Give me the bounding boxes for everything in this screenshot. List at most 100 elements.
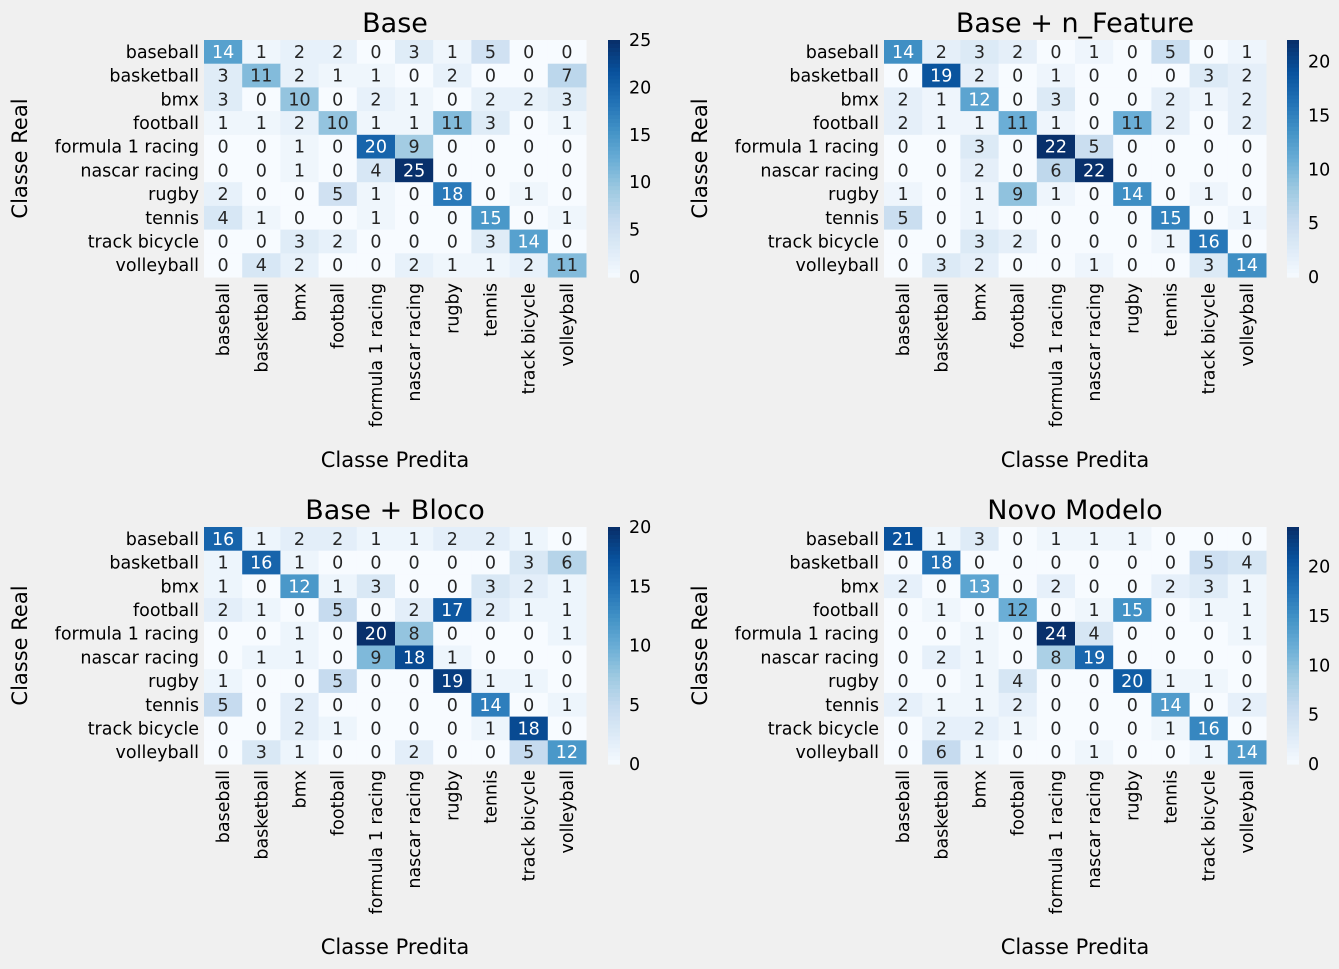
cell-value: 1 [370, 114, 381, 134]
heatmap-cell [280, 63, 320, 88]
heatmap-cell [433, 182, 472, 207]
y-tick-label: track bicycle [768, 232, 879, 252]
cell-value: 0 [409, 232, 420, 252]
cell-value: 0 [1012, 90, 1023, 110]
colorbar-segment [608, 554, 620, 560]
colorbar-segment [1287, 186, 1299, 191]
cell-value: 3 [485, 577, 496, 597]
cell-value: 0 [1127, 743, 1138, 763]
cell-value: 0 [523, 67, 534, 87]
heatmap-cell [318, 87, 358, 112]
heatmap-cell [318, 205, 358, 231]
heatmap-cell [1151, 621, 1191, 646]
colorbar-segment [1287, 67, 1299, 73]
heatmap-cell [1036, 182, 1076, 207]
heatmap-cell [960, 645, 1000, 670]
heatmap-cell [395, 40, 434, 65]
colorbar-segment [1287, 245, 1299, 250]
x-tick-label: bmx [971, 770, 991, 809]
heatmap-cell [922, 692, 961, 718]
cell-value: 0 [1050, 719, 1061, 739]
cell-value: 2 [294, 530, 305, 550]
heatmap-cell [922, 527, 961, 552]
colorbar-segment [608, 273, 620, 278]
heatmap-cell [1151, 40, 1191, 65]
y-tick-label: formula 1 racing [735, 625, 879, 645]
colorbar-segment [1287, 621, 1299, 627]
heatmap-cell [1113, 87, 1152, 112]
cell-value: 15 [1159, 209, 1181, 229]
colorbar-segment [608, 696, 620, 702]
heatmap-cell [922, 40, 961, 65]
x-tick-label: volleyball [558, 283, 578, 366]
cell-value: 0 [218, 743, 229, 763]
colorbar-segment [608, 602, 620, 607]
cell-value: 0 [409, 672, 420, 692]
heatmap-cell [204, 134, 243, 159]
colorbar-segment [1287, 534, 1299, 540]
cell-value: 0 [1127, 43, 1138, 63]
cell-value: 0 [1050, 672, 1061, 692]
colorbar-segment [1287, 59, 1299, 65]
colorbar-segment [1287, 590, 1299, 595]
heatmap-cell [471, 621, 511, 646]
heatmap-cell [922, 740, 961, 765]
panel-title: Base [362, 8, 428, 39]
colorbar-segment [608, 265, 620, 270]
cell-value: 1 [1089, 601, 1100, 621]
cell-value: 2 [936, 43, 947, 63]
cell-value: 2 [523, 256, 534, 276]
heatmap-cell [1227, 621, 1267, 646]
cell-value: 15 [1121, 601, 1143, 621]
cell-value: 1 [409, 530, 420, 550]
y-tick-label: baseball [126, 43, 199, 63]
heatmap-cell [1113, 134, 1152, 159]
heatmap-cell [547, 229, 587, 254]
cell-value: 1 [370, 209, 381, 229]
colorbar-segment [608, 158, 620, 164]
heatmap-cell [1113, 253, 1152, 278]
cell-value: 0 [1241, 185, 1252, 205]
colorbar-segment [1287, 554, 1299, 560]
colorbar-tick-label: 15 [629, 126, 651, 146]
heatmap-cell [204, 716, 243, 741]
heatmap-cell [1113, 740, 1152, 765]
colorbar-segment [608, 119, 620, 124]
heatmap-cell [356, 574, 396, 599]
heatmap-cell [395, 527, 434, 552]
colorbar-segment [1287, 685, 1299, 690]
heatmap-cell [922, 574, 961, 599]
colorbar-segment [608, 665, 620, 670]
heatmap-cell [922, 716, 961, 741]
colorbar-segment [608, 574, 620, 579]
cell-value: 12 [968, 90, 990, 110]
colorbar-segment [1287, 649, 1299, 654]
heatmap-cell [1036, 63, 1076, 88]
heatmap-cell [280, 111, 320, 136]
heatmap-cell [433, 716, 472, 741]
cell-value: 0 [370, 232, 381, 252]
heatmap-cell [884, 253, 923, 278]
heatmap-cell [509, 645, 549, 670]
cell-value: 0 [1165, 554, 1176, 574]
colorbar-segment [1287, 594, 1299, 599]
colorbar-tick-label: 15 [629, 577, 651, 597]
cell-value: 0 [485, 185, 496, 205]
cell-value: 0 [1127, 577, 1138, 597]
heatmap-cell [1151, 87, 1191, 112]
heatmap-cell [1227, 253, 1267, 278]
colorbar-segment [1287, 760, 1299, 765]
heatmap-cell [433, 63, 472, 88]
heatmap-cell [960, 182, 1000, 207]
y-tick-label: rugby [148, 185, 199, 205]
heatmap-cell [280, 598, 320, 623]
cell-value: 0 [447, 90, 458, 110]
colorbar-segment [1287, 43, 1299, 49]
heatmap-cell [1227, 40, 1267, 65]
colorbar-tick-label: 0 [1308, 268, 1319, 288]
colorbar-segment [1287, 174, 1299, 179]
heatmap-cell [242, 527, 281, 552]
colorbar-segment [1287, 732, 1299, 737]
colorbar-segment [608, 760, 620, 765]
cell-value: 20 [365, 625, 387, 645]
